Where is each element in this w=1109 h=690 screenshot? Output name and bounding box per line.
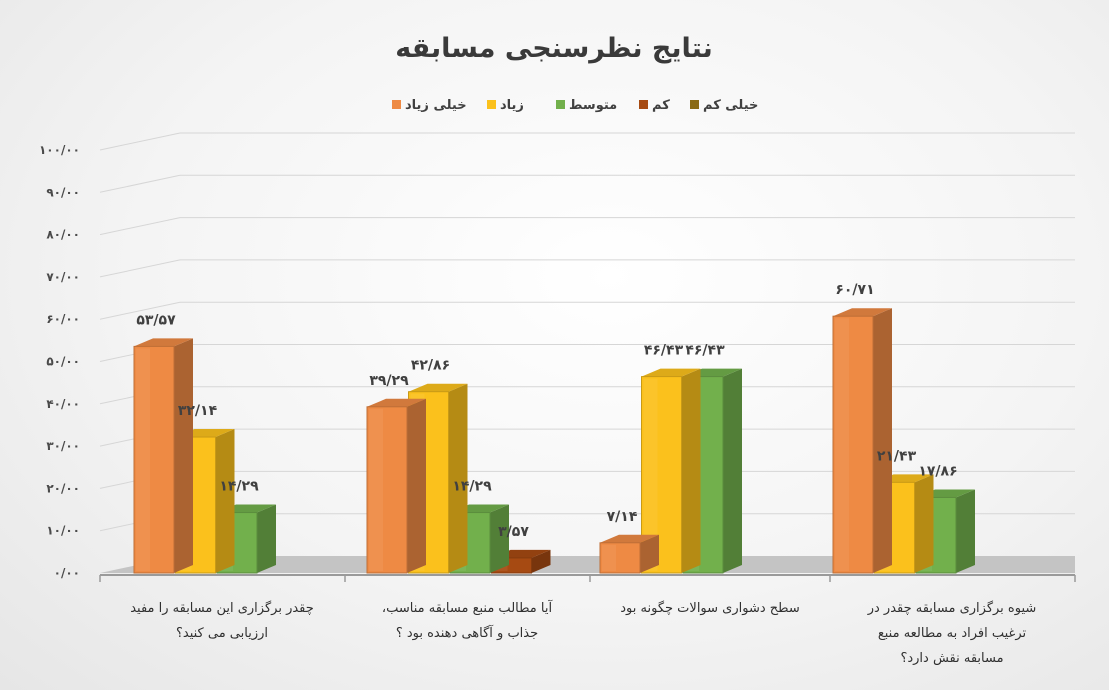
category-label: آیا مطالب منبع مسابقه مناسب،: [382, 599, 554, 616]
data-label: ۳/۵۷: [498, 524, 529, 540]
bar-side: [873, 308, 892, 573]
gridline-diagonal: [99, 217, 181, 236]
x-axis-categories: چقدر برگزاری این مسابقه را مفید ارزیابی م…: [130, 599, 1036, 666]
chart-floor: [100, 556, 1075, 573]
category-label: سطح دشواری سوالات چگونه بود: [620, 600, 799, 616]
data-label: ۳۲/۱۴: [178, 403, 218, 419]
data-label: ۱۴/۲۹: [219, 479, 259, 495]
legend-label: زیاد: [500, 98, 524, 113]
bar-top: [408, 383, 468, 392]
bar-highlight: [602, 544, 616, 571]
bar: [832, 308, 892, 574]
bar-side: [640, 534, 659, 573]
gridline-diagonal: [99, 132, 181, 151]
y-tick-label: ۵۰/۰۰: [46, 355, 80, 369]
y-tick-label: ۱۰۰/۰۰: [39, 143, 80, 157]
data-label: ۱۴/۲۹: [452, 479, 492, 495]
legend-swatch: [556, 100, 565, 109]
data-label: ۳۹/۲۹: [369, 373, 409, 389]
bar-top: [600, 534, 659, 543]
y-tick-label: ۷۰/۰۰: [46, 270, 80, 284]
gridline-diagonal: [99, 259, 181, 278]
bar: [366, 398, 426, 574]
bar-highlight: [136, 348, 150, 571]
bar-side: [531, 549, 551, 573]
bar: [641, 368, 701, 574]
y-tick-label: ۴۰/۰۰: [46, 397, 80, 411]
legend-swatch: [487, 100, 496, 109]
y-axis: ۰/۰۰ ۱۰/۰۰ ۲۰/۰۰ ۳۰/۰۰ ۴۰/۰۰ ۵۰/۰۰ ۶۰/۰۰ ۷۰/۰۰ ۸…: [39, 143, 80, 580]
bar-side: [448, 383, 468, 573]
bar-side: [215, 429, 235, 573]
y-tick-label: ۲۰/۰۰: [46, 481, 80, 495]
gridline-diagonal: [99, 174, 181, 193]
gridline-diagonal: [99, 301, 181, 320]
bar-top: [134, 338, 193, 347]
legend-label: متوسط: [569, 98, 617, 113]
data-label: ۴۶/۴۳: [644, 343, 684, 359]
data-label: ۷/۱۴: [607, 509, 638, 525]
legend-label: خیلی کم: [703, 98, 758, 113]
bar-side: [174, 338, 193, 573]
chart-title: نتایج نظرسنجی مسابقه: [395, 33, 713, 64]
bar-highlight: [369, 408, 383, 571]
y-tick-label: ۸۰/۰۰: [46, 228, 80, 242]
gridlines: [99, 132, 1075, 532]
legend-label: خیلی زیاد: [405, 98, 467, 113]
bar-top: [833, 308, 892, 317]
y-tick-label: ۱۰/۰۰: [46, 524, 80, 538]
bar-top: [641, 368, 701, 377]
bars: [133, 308, 975, 574]
y-tick-label: ۳۰/۰۰: [46, 439, 80, 453]
bar-side: [490, 504, 509, 573]
bar-top: [367, 398, 426, 407]
bar-side: [681, 368, 701, 573]
legend-swatch: [392, 100, 401, 109]
bar: [133, 338, 193, 574]
bar-highlight: [835, 318, 849, 571]
data-label: ۶۰/۷۱: [835, 282, 874, 298]
y-tick-label: ۰/۰۰: [54, 566, 80, 580]
bar-highlight: [643, 378, 658, 571]
y-tick-label: ۹۰/۰۰: [46, 185, 80, 199]
bar-side: [914, 474, 934, 573]
data-label: ۲۱/۴۳: [877, 448, 917, 464]
bar: [599, 534, 659, 574]
bar-side: [723, 368, 742, 573]
category-label: چقدر برگزاری این مسابقه را مفید: [130, 600, 314, 616]
category-label: ارزیابی می کنید؟: [176, 626, 268, 641]
bar-side: [257, 504, 276, 573]
legend: خیلی زیاد زیاد متوسط کم خیلی کم: [392, 98, 758, 113]
category-label: ترغیب افراد به مطالعه منبع: [878, 626, 1027, 641]
data-label: ۵۳/۵۷: [136, 312, 176, 328]
legend-label: کم: [652, 98, 670, 113]
data-label: ۴۶/۴۳: [685, 343, 725, 359]
bar-side: [407, 398, 426, 573]
category-label: جذاب و آگاهی دهنده بود ؟: [396, 624, 538, 641]
data-label: ۴۲/۸۶: [411, 358, 450, 374]
y-tick-label: ۶۰/۰۰: [46, 312, 80, 326]
bar-side: [956, 489, 975, 573]
category-label: شیوه برگزاری مسابقه چقدر در: [867, 600, 1037, 616]
legend-swatch: [639, 100, 648, 109]
category-label: مسابقه نقش دارد؟: [900, 651, 1003, 666]
legend-swatch: [690, 100, 699, 109]
data-label: ۱۷/۸۶: [918, 463, 957, 479]
